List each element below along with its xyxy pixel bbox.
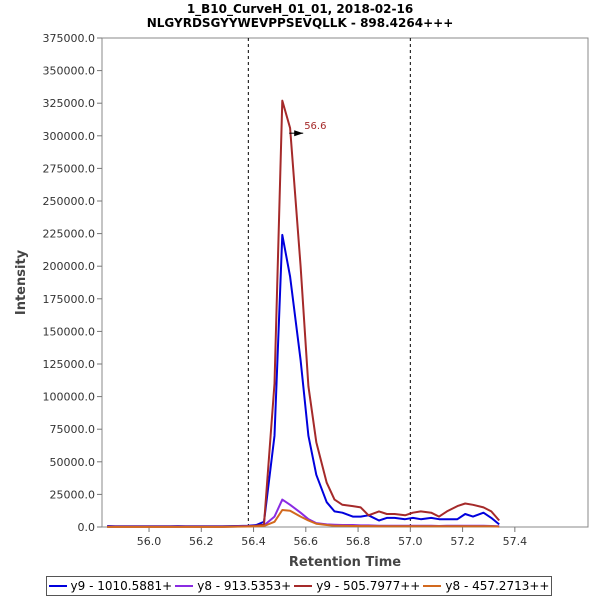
- y-tick-label: 50000.0: [50, 456, 96, 469]
- plot-area: [101, 37, 589, 528]
- y-tick-label: 150000.0: [43, 325, 96, 338]
- legend-label: y9 - 1010.5881+: [70, 579, 173, 593]
- y-tick-label: 275000.0: [43, 162, 96, 175]
- legend-item: y8 - 457.2713++: [423, 579, 549, 593]
- chart-title-line2: NLGYRDSGYYWEVPPSEVQLLK - 898.4264+++: [147, 16, 454, 30]
- x-axis-ticks: 56.0 56.2 56.4 56.6 56.8 57.0 57.2 57.4: [137, 527, 527, 548]
- y-tick-label: 300000.0: [43, 130, 96, 143]
- series-lines: [107, 99, 500, 528]
- y-tick-label: 75000.0: [50, 423, 96, 436]
- y-tick-label: 175000.0: [43, 293, 96, 306]
- legend-swatch: [175, 585, 194, 587]
- chart-title-line1: 1_B10_CurveH_01_01, 2018-02-16: [187, 2, 413, 17]
- y-tick-label: 225000.0: [43, 228, 96, 241]
- chart-legend: y9 - 1010.5881+ y8 - 913.5353+ y9 - 505.79…: [46, 576, 552, 596]
- peak-annotations: 56.6: [289, 121, 326, 137]
- y-tick-label: 200000.0: [43, 260, 96, 273]
- legend-label: y8 - 457.2713++: [445, 579, 550, 593]
- plot-border: [101, 37, 589, 528]
- y-tick-label: 250000.0: [43, 195, 96, 208]
- series-line: [107, 509, 500, 528]
- x-tick-label: 57.2: [450, 535, 475, 548]
- y-axis-ticks: 0.0 25000.0 50000.0 75000.0 100000.0 125000.0…: [43, 32, 102, 534]
- legend-item: y9 - 1010.5881+: [48, 579, 173, 593]
- x-axis-title: Retention Time: [289, 555, 401, 570]
- y-tick-label: 25000.0: [50, 488, 96, 501]
- x-tick-label: 56.0: [137, 535, 162, 548]
- y-tick-label: 125000.0: [43, 358, 96, 371]
- legend-swatch: [423, 585, 442, 587]
- legend-swatch: [294, 585, 313, 587]
- y-tick-label: 100000.0: [43, 391, 96, 404]
- y-tick-label: 325000.0: [43, 97, 96, 110]
- y-axis-title: Intensity: [14, 249, 29, 315]
- x-tick-label: 56.6: [294, 535, 319, 548]
- peak-label: 56.6: [304, 121, 326, 132]
- legend-item: y9 - 505.7977++: [294, 579, 420, 593]
- legend-label: y8 - 913.5353+: [197, 579, 292, 593]
- legend-swatch: [48, 585, 67, 587]
- x-tick-label: 56.4: [241, 535, 266, 548]
- x-tick-label: 57.0: [398, 535, 423, 548]
- y-tick-label: 375000.0: [43, 32, 96, 45]
- y-tick-label: 350000.0: [43, 65, 96, 78]
- x-tick-label: 56.2: [189, 535, 214, 548]
- x-tick-label: 56.8: [346, 535, 371, 548]
- legend-item: y8 - 913.5353+: [175, 579, 291, 593]
- legend-label: y9 - 505.7977++: [316, 579, 421, 593]
- x-tick-label: 57.4: [503, 535, 528, 548]
- y-tick-label: 0.0: [78, 521, 96, 534]
